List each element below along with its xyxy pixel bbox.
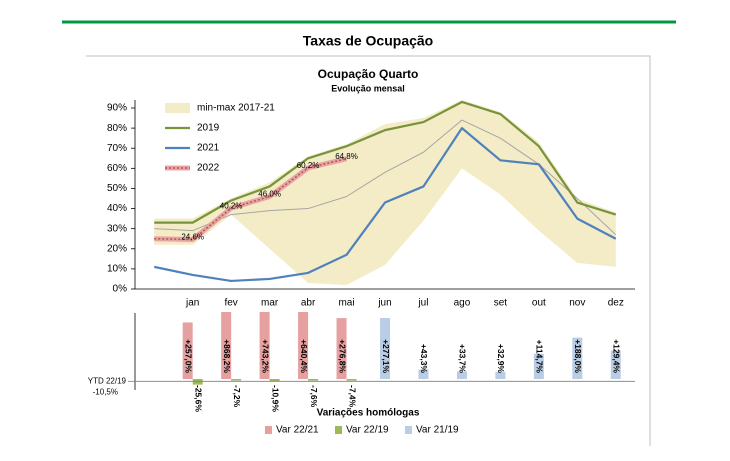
x-tick-label: jan <box>185 298 199 309</box>
bar <box>182 322 193 379</box>
data-label: +33,7% <box>458 344 468 374</box>
legend-swatch <box>335 426 342 434</box>
range-band <box>154 99 616 285</box>
legend-label: Var 21/19 <box>416 425 459 436</box>
data-label: -10,9% <box>270 385 280 412</box>
y-tick-label: 80% <box>107 123 127 134</box>
x-tick-label: out <box>532 298 546 309</box>
ytd-label: YTD 22/19 <box>88 376 127 385</box>
bar <box>231 379 242 381</box>
frame <box>86 55 651 446</box>
y-tick-label: 50% <box>107 183 127 194</box>
data-label: -25,6% <box>193 385 203 412</box>
y-tick-label: 60% <box>107 163 127 174</box>
data-label: 60,2% <box>297 161 320 170</box>
legend-label: min-max 2017-21 <box>197 103 275 114</box>
data-label: +188,0% <box>573 339 583 373</box>
legend-label: Var 22/19 <box>346 425 389 436</box>
bar <box>269 379 280 382</box>
chart-subtitle: Evolução mensal <box>331 83 405 93</box>
x-tick-label: jun <box>377 298 391 309</box>
bar <box>456 371 467 379</box>
data-label: 24,6% <box>181 233 204 242</box>
legend-label: Var 22/21 <box>276 425 319 436</box>
data-label: -7,2% <box>232 385 242 408</box>
bar <box>259 312 270 379</box>
bar <box>380 318 390 379</box>
x-tick-label: mar <box>261 298 279 309</box>
x-tick-label: mai <box>338 298 354 309</box>
data-label: +743,2% <box>260 339 270 373</box>
x-tick-label: jul <box>417 298 428 309</box>
x-tick-label: nov <box>569 298 585 309</box>
legend-swatch <box>405 426 412 434</box>
page-title: Taxas de Ocupação <box>303 33 433 49</box>
bar <box>308 379 319 381</box>
data-label: +32,9% <box>496 344 506 374</box>
bar <box>495 371 506 379</box>
legend-swatch <box>265 426 272 434</box>
data-label: -7,4% <box>347 385 357 408</box>
legend-swatch <box>165 103 190 113</box>
bar <box>346 379 357 381</box>
data-label: +114,7% <box>535 340 545 374</box>
data-label: 40,2% <box>220 201 243 210</box>
chart-title: Variações homólogas <box>317 408 420 419</box>
bar <box>298 312 309 379</box>
bar <box>572 337 583 379</box>
series-line <box>154 127 617 283</box>
x-tick-label: dez <box>608 298 624 309</box>
chart-title: Ocupação Quarto <box>318 67 419 81</box>
x-tick-label: ago <box>454 298 471 309</box>
legend-label: 2021 <box>197 143 220 154</box>
y-tick-label: 0% <box>113 284 128 295</box>
data-label: +277,1% <box>381 339 391 373</box>
bar <box>533 353 544 379</box>
data-label: -7,6% <box>309 385 319 408</box>
bar <box>418 369 429 379</box>
bar-area <box>182 312 621 385</box>
x-tick-label: set <box>494 298 508 309</box>
y-tick-label: 30% <box>107 223 127 234</box>
series-line <box>154 100 617 224</box>
y-tick-label: 40% <box>107 203 127 214</box>
series-line-dots <box>154 157 347 241</box>
y-tick-label: 90% <box>107 103 127 114</box>
bar <box>192 379 203 385</box>
data-label: +868,2% <box>222 339 232 373</box>
bar <box>221 312 232 379</box>
data-label: +276,8% <box>337 339 347 373</box>
legend-label: 2019 <box>197 123 220 134</box>
data-label: 46,0% <box>258 190 281 199</box>
y-tick-label: 20% <box>107 243 127 254</box>
data-label: +257,0% <box>183 339 193 373</box>
legend-label: 2022 <box>197 163 220 174</box>
bar <box>336 318 347 379</box>
y-tick-label: 70% <box>107 143 127 154</box>
ytd-value: -10,5% <box>93 387 118 396</box>
y-tick-label: 10% <box>107 264 127 275</box>
x-tick-label: abr <box>301 298 316 309</box>
data-label: +129,4% <box>612 339 622 373</box>
data-label: +43,3% <box>419 344 429 374</box>
bar <box>610 350 621 379</box>
data-label: 64,8% <box>335 152 358 161</box>
data-label: +640,4% <box>299 339 309 373</box>
x-tick-label: fev <box>224 298 237 309</box>
